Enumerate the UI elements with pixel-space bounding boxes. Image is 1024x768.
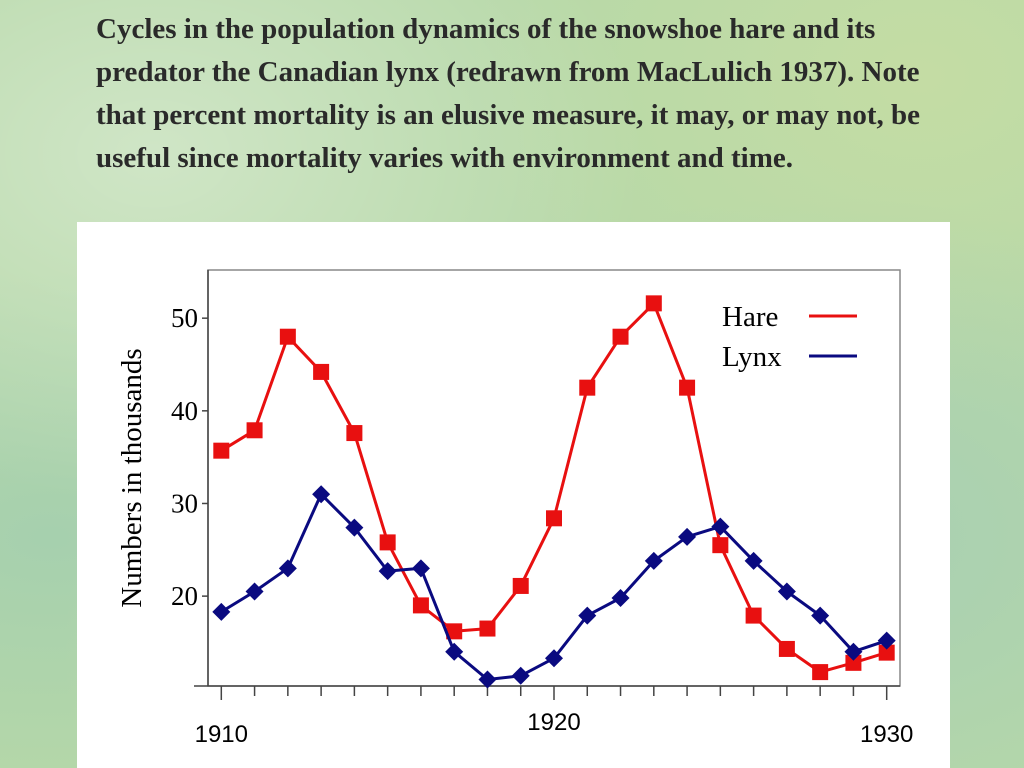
legend-label-lynx: Lynx — [722, 341, 782, 373]
lynx-data-point — [611, 588, 630, 607]
hare-data-point — [612, 328, 629, 345]
hare-data-point — [379, 534, 396, 551]
hare-data-point — [479, 620, 496, 637]
lynx-data-point — [511, 666, 530, 685]
legend-label-hare: Hare — [722, 301, 778, 333]
lynx-data-point — [312, 485, 331, 504]
hare-data-point — [712, 537, 729, 554]
y-tick-label: 40 — [171, 396, 198, 426]
series-layer — [212, 295, 896, 689]
lynx-data-point — [212, 602, 231, 621]
hare-data-point — [878, 644, 895, 661]
hare-data-point — [512, 577, 529, 594]
lynx-data-point — [445, 642, 464, 661]
plot-area-frame — [207, 269, 901, 687]
lynx-data-point — [877, 631, 896, 650]
lynx-data-point — [345, 518, 364, 537]
lynx-data-point — [744, 551, 763, 570]
hare-data-point — [778, 640, 795, 657]
hare-data-point — [745, 607, 762, 624]
lynx-data-point — [811, 606, 830, 625]
hare-data-point — [246, 422, 263, 439]
x-tick-label: 1930 — [860, 721, 913, 748]
hare-data-point — [845, 654, 862, 671]
lynx-data-point — [678, 527, 697, 546]
lynx-data-point — [545, 649, 563, 668]
lynx-data-point — [578, 606, 597, 625]
figure-caption: Cycles in the population dynamics of the… — [96, 13, 920, 174]
lynx-data-point — [711, 517, 730, 536]
lynx-data-point — [278, 559, 297, 578]
x-tick-label: 1920 — [527, 709, 580, 736]
y-tick-label: 50 — [171, 303, 198, 333]
lynx-data-point — [777, 582, 796, 601]
x-axis-ticks: 1910 1920 1930 — [195, 686, 913, 748]
y-tick-label: 20 — [171, 581, 198, 611]
legend: Hare Lynx — [722, 301, 857, 373]
hare-data-point — [412, 597, 429, 614]
hare-data-point — [346, 425, 363, 442]
lynx-data-point — [411, 559, 430, 578]
y-axis-ticks: 20 30 40 50 — [171, 303, 208, 611]
hare-data-point — [213, 442, 230, 459]
population-line-chart: 20 30 40 50 1910 1920 1930 Numbers in thousan… — [116, 269, 913, 748]
lynx-data-point — [478, 670, 497, 689]
hare-data-point — [812, 664, 829, 681]
hare-data-point — [279, 328, 296, 345]
lynx-data-point — [844, 642, 863, 661]
y-axis-title: Numbers in thousands — [116, 348, 148, 607]
hare-data-point — [579, 379, 596, 396]
hare-data-point — [679, 379, 696, 396]
x-tick-label: 1910 — [195, 721, 248, 748]
hare-data-point — [645, 295, 662, 312]
lynx-data-point — [245, 582, 264, 601]
lynx-data-point — [644, 551, 663, 570]
hare-data-point — [446, 623, 463, 640]
hare-data-point — [313, 363, 330, 380]
y-tick-label: 30 — [171, 488, 198, 518]
lynx-data-point — [378, 562, 397, 581]
chart-panel: 20 30 40 50 1910 1920 1930 Numbers in thousan… — [77, 222, 950, 768]
hare-data-point — [546, 510, 562, 527]
